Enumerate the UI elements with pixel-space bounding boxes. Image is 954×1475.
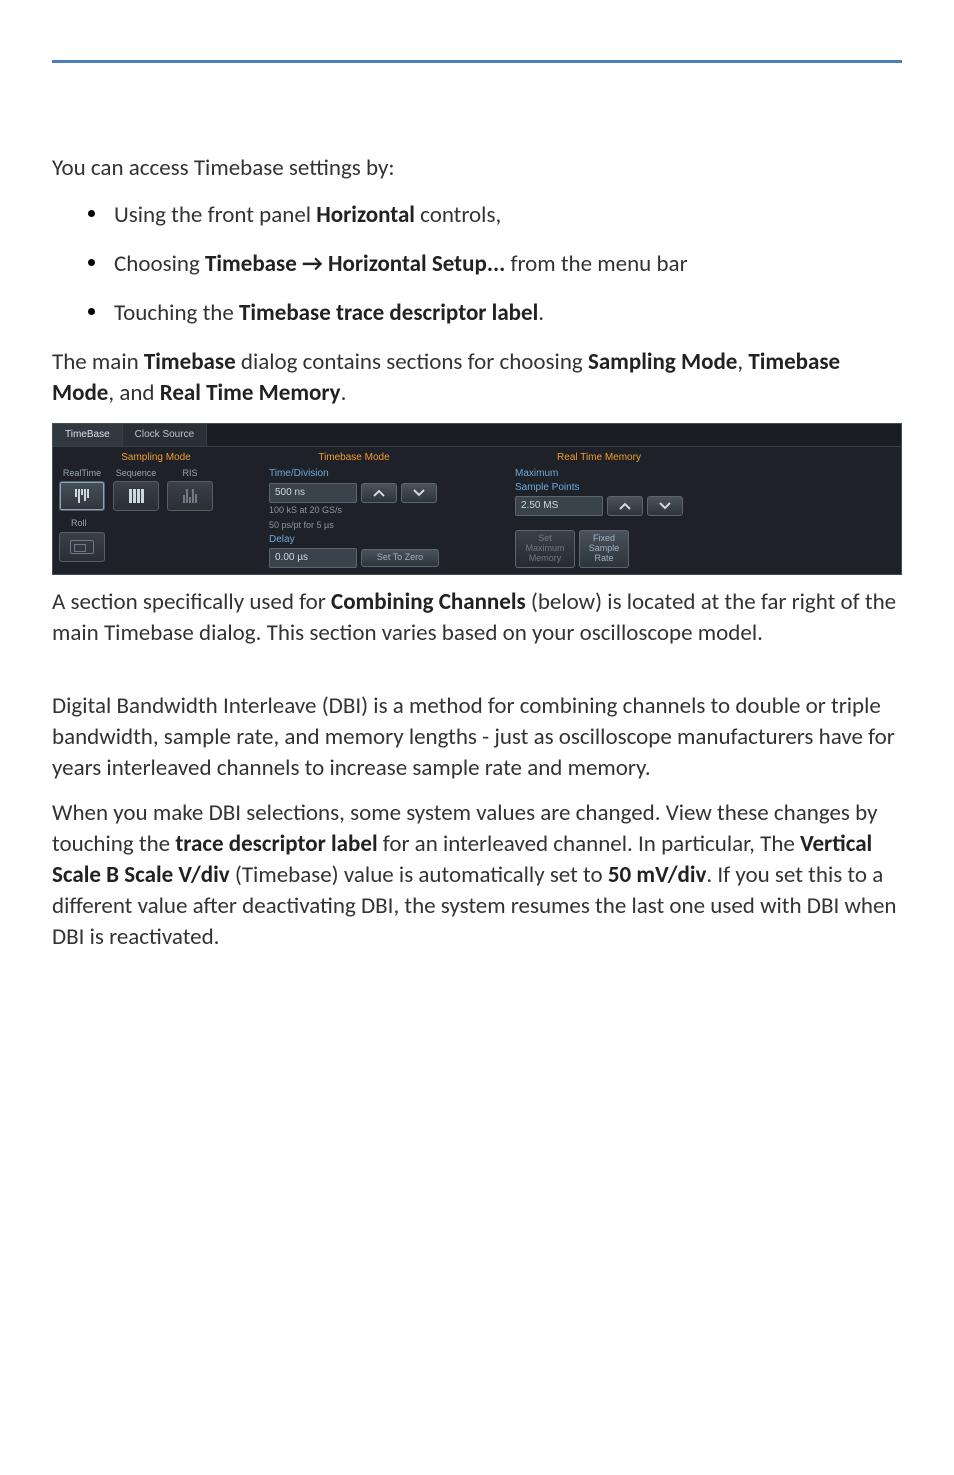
- sample-points-up[interactable]: [607, 496, 643, 516]
- intro-paragraph: You can access Timebase settings by:: [52, 153, 902, 184]
- bold: Sampling Mode: [588, 348, 737, 376]
- top-rule: [52, 60, 902, 63]
- text: Using the front panel: [114, 201, 316, 229]
- roll-button[interactable]: [59, 532, 105, 562]
- delay-label: Delay: [269, 533, 439, 547]
- text: Touching the: [114, 299, 239, 327]
- fixed-sample-rate-button[interactable]: Fixed Sample Rate: [579, 530, 629, 568]
- text: The main: [52, 348, 144, 376]
- text: (Timebase) value is automatically set to: [230, 861, 608, 889]
- sampling-mode-section: Sampling Mode RealTime Sequence RIS: [59, 451, 213, 568]
- text: Memory: [522, 554, 568, 564]
- dbi-paragraph-2: When you make DBI selections, some syste…: [52, 798, 902, 953]
- time-division-label: Time/Division: [269, 467, 439, 481]
- bold: Combining Channels: [331, 588, 526, 616]
- tab-timebase[interactable]: TimeBase: [53, 424, 123, 446]
- ris-button[interactable]: [167, 481, 213, 511]
- delay-value[interactable]: 0.00 µs: [269, 548, 357, 568]
- set-maximum-memory-button[interactable]: Set Maximum Memory: [515, 530, 575, 568]
- text: from the menu bar: [505, 250, 687, 278]
- bold: 50 mV/div: [608, 861, 707, 889]
- list-item: Touching the Timebase trace descriptor l…: [52, 298, 902, 329]
- tab-clock-source[interactable]: Clock Source: [123, 424, 207, 446]
- roll-icon: [70, 540, 94, 554]
- text: .: [341, 379, 347, 407]
- maximum-label: Maximum: [515, 467, 683, 481]
- chevron-up-icon: [618, 501, 632, 511]
- text: .: [538, 299, 544, 327]
- timebase-mode-section: Timebase Mode Time/Division 500 ns 100 k…: [269, 451, 439, 568]
- bold: Horizontal: [316, 201, 415, 229]
- sample-info-2: 50 ps/pt for 5 µs: [269, 521, 439, 531]
- sequence-label: Sequence: [116, 467, 157, 479]
- realtime-label: RealTime: [63, 467, 101, 479]
- bold: trace descriptor label: [175, 830, 377, 858]
- chevron-down-icon: [658, 501, 672, 511]
- text: controls,: [415, 201, 501, 229]
- text: dialog contains sections for choosing: [236, 348, 588, 376]
- bold: Timebase trace descriptor label: [239, 299, 538, 327]
- combining-channels-paragraph: A section specifically used for Combinin…: [52, 587, 902, 649]
- ris-icon: [183, 489, 197, 503]
- dbi-paragraph-1: Digital Bandwidth Interleave (DBI) is a …: [52, 691, 902, 784]
- sample-points-value[interactable]: 2.50 MS: [515, 496, 603, 516]
- sequence-button[interactable]: [113, 481, 159, 511]
- dialog-description: The main Timebase dialog contains sectio…: [52, 347, 902, 409]
- sample-info-1: 100 kS at 20 GS/s: [269, 506, 439, 516]
- sample-points-label: Sample Points: [515, 481, 683, 495]
- realtime-button[interactable]: [59, 481, 105, 511]
- time-division-up[interactable]: [361, 483, 397, 503]
- text: for an interleaved channel. In particula…: [378, 830, 800, 858]
- set-to-zero-button[interactable]: Set To Zero: [361, 549, 439, 567]
- sample-points-down[interactable]: [647, 496, 683, 516]
- time-division-value[interactable]: 500 ns: [269, 483, 357, 503]
- bold: Timebase: [144, 348, 236, 376]
- text: , and: [108, 379, 159, 407]
- real-time-memory-section: Real Time Memory Maximum Sample Points 2…: [515, 451, 683, 568]
- dialog-tabs: TimeBase Clock Source: [53, 424, 901, 447]
- realtime-icon: [75, 489, 89, 503]
- roll-label: Roll: [59, 517, 87, 529]
- list-item: Using the front panel Horizontal control…: [52, 200, 902, 231]
- timebase-dialog: TimeBase Clock Source Sampling Mode Real…: [52, 423, 902, 575]
- sampling-mode-title: Sampling Mode: [99, 451, 213, 465]
- bold: Timebase → Horizontal Setup...: [205, 250, 505, 278]
- time-division-down[interactable]: [401, 483, 437, 503]
- chevron-up-icon: [372, 488, 386, 498]
- sequence-icon: [129, 489, 144, 503]
- text: ,: [737, 348, 748, 376]
- real-time-memory-title: Real Time Memory: [515, 451, 683, 465]
- text: Rate: [586, 554, 622, 564]
- bold: Real Time Memory: [160, 379, 341, 407]
- ris-label: RIS: [182, 467, 197, 479]
- list-item: Choosing Timebase → Horizontal Setup... …: [52, 249, 902, 280]
- text: A section specifically used for: [52, 588, 331, 616]
- timebase-mode-title: Timebase Mode: [269, 451, 439, 465]
- access-list: Using the front panel Horizontal control…: [52, 200, 902, 329]
- chevron-down-icon: [412, 488, 426, 498]
- text: Choosing: [114, 250, 205, 278]
